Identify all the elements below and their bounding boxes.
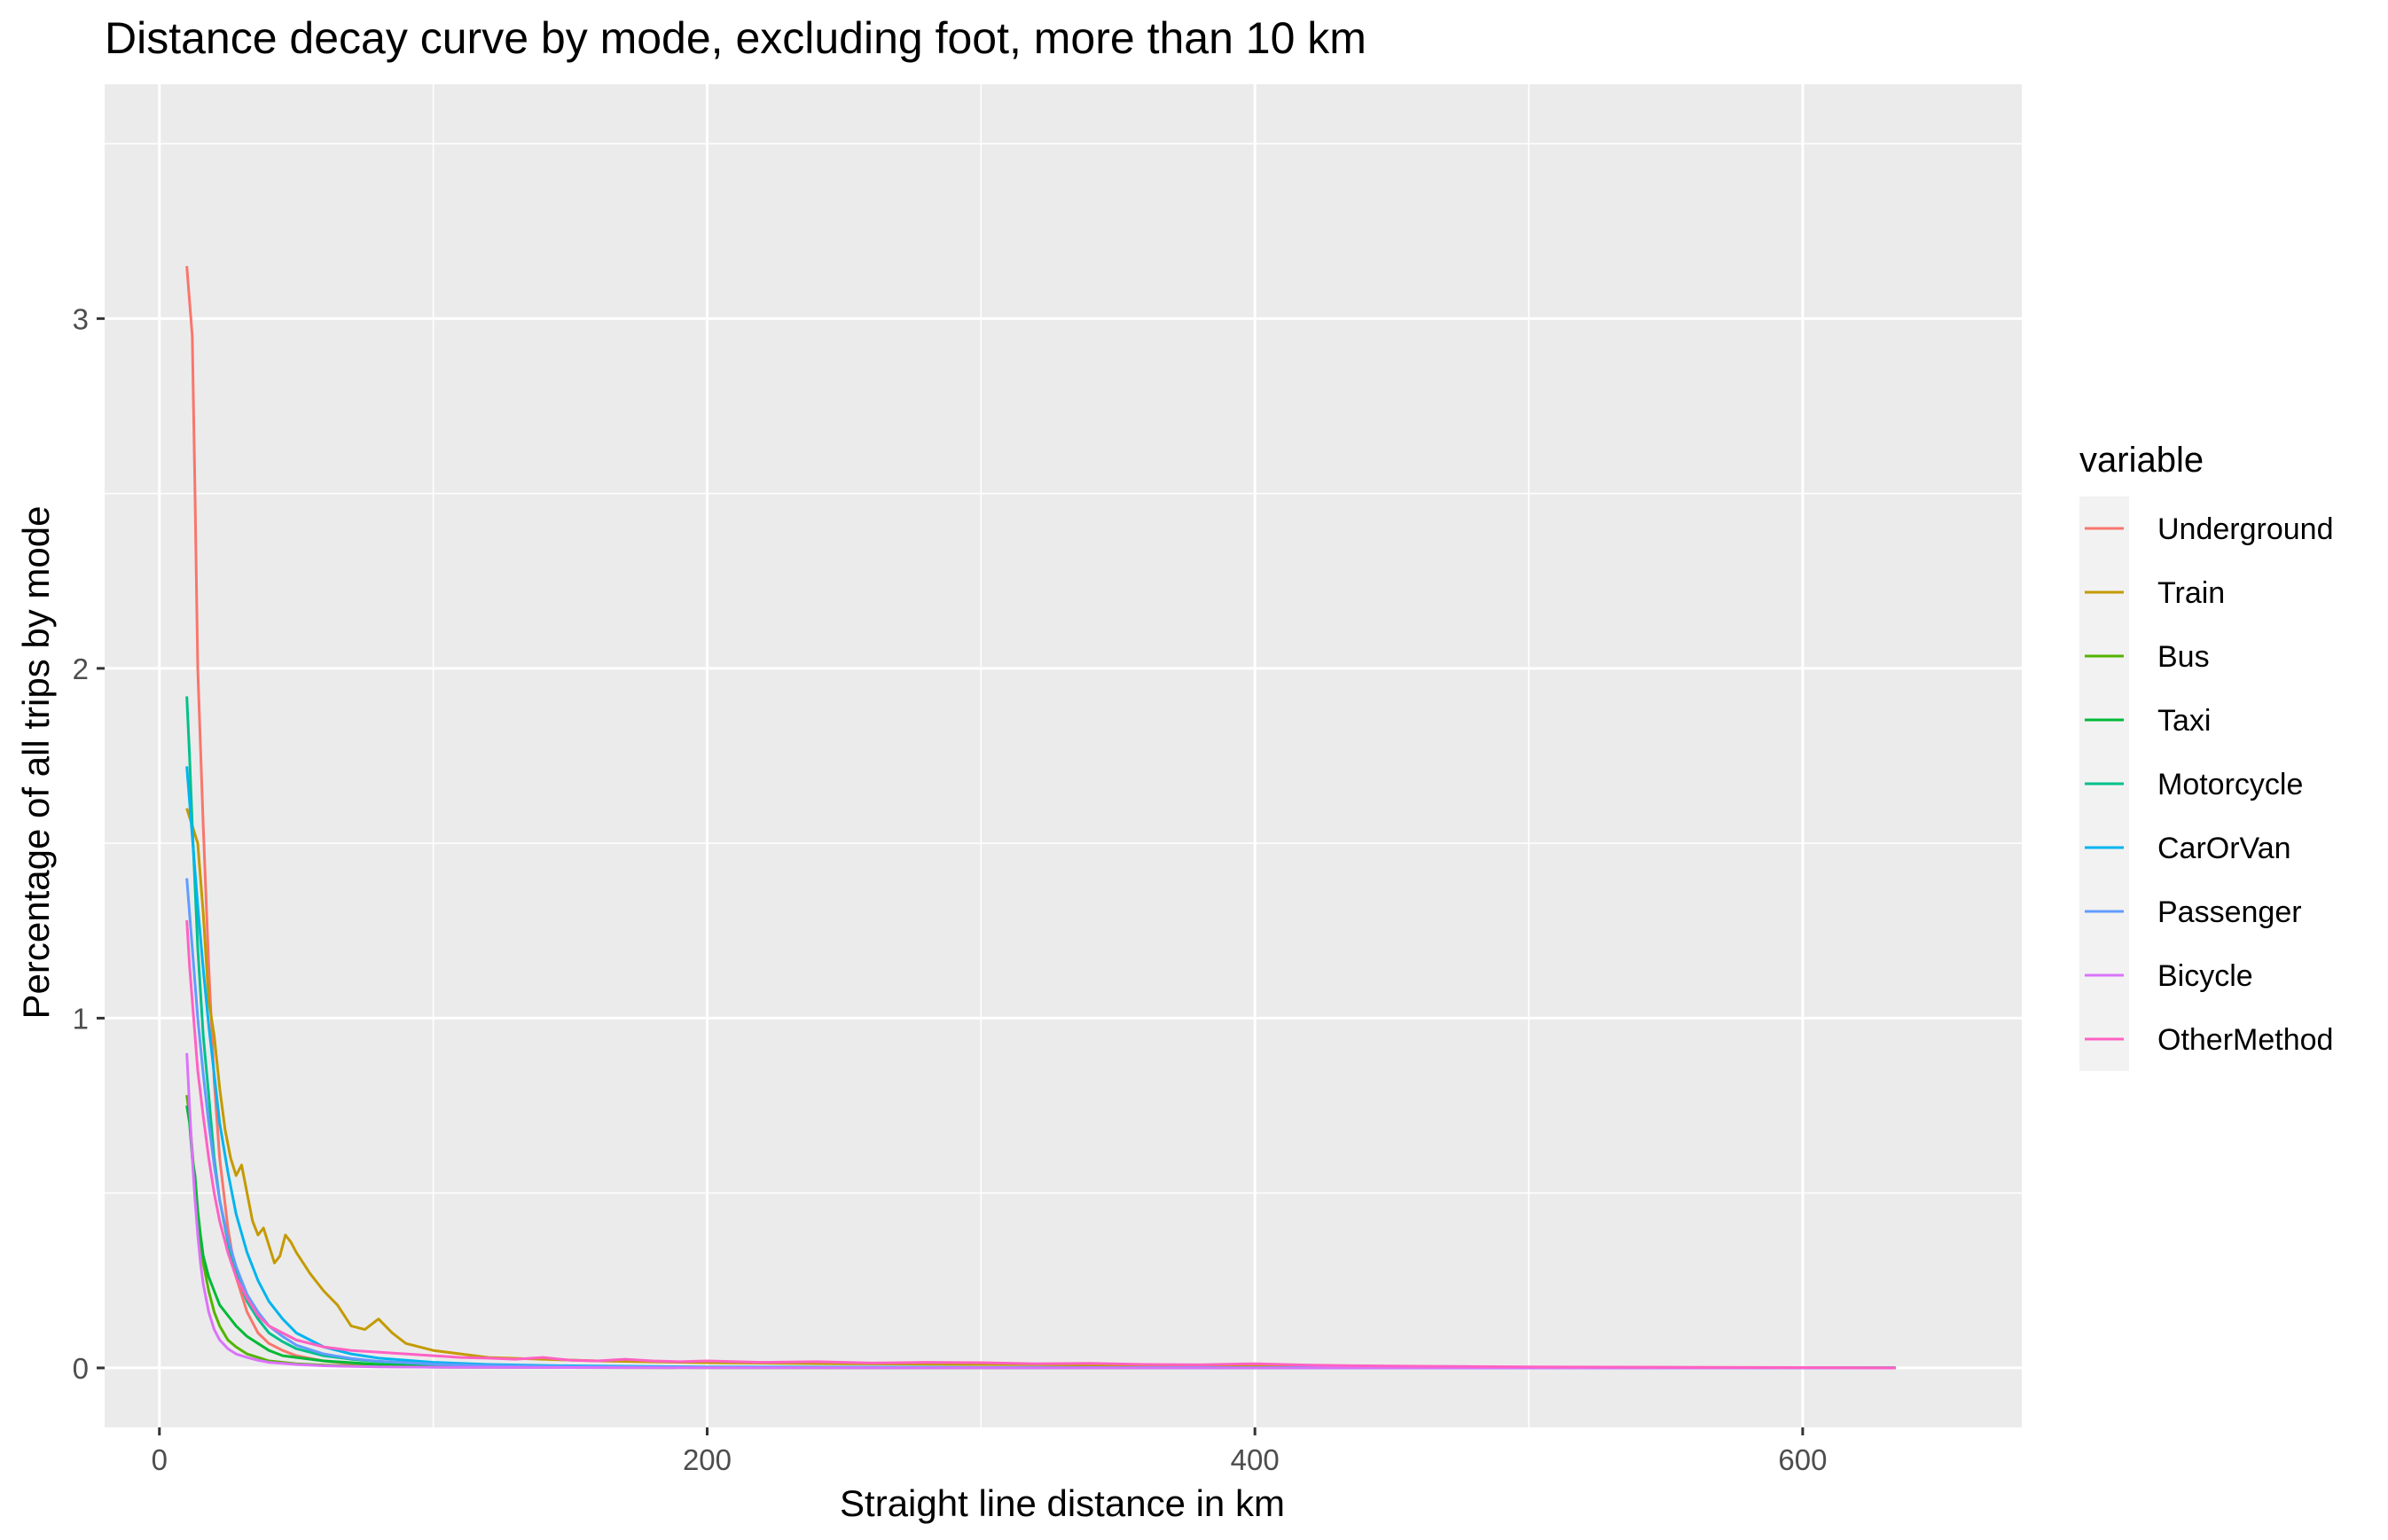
legend-label: Underground (2157, 512, 2333, 546)
x-axis: 0 200 400 600 (152, 1427, 1827, 1476)
series-lines (185, 266, 1896, 1370)
legend-item-bus: Bus (2079, 624, 2210, 688)
minor-gridlines (105, 84, 2022, 1427)
legend-item-othermethod: OtherMethod (2079, 1007, 2333, 1071)
series-line-bicycle (185, 1052, 1896, 1370)
legend-title: variable (2079, 441, 2204, 480)
chart-title: Distance decay curve by mode, excluding … (105, 13, 1366, 63)
series-line-train (185, 808, 1896, 1370)
y-axis: 0 1 2 3 (73, 302, 105, 1385)
legend-item-train: Train (2079, 560, 2225, 624)
legend-item-taxi: Taxi (2079, 688, 2211, 752)
plot-panel (105, 84, 2022, 1427)
series-line-othermethod (185, 919, 1896, 1370)
legend-item-underground: Underground (2079, 496, 2333, 560)
legend-label: Bus (2157, 640, 2210, 674)
y-axis-title: Percentage of all trips by mode (15, 506, 57, 1020)
legend-label: Passenger (2157, 895, 2302, 929)
legend: variable Underground Train Bus Taxi Motorcyc… (2079, 441, 2333, 1071)
x-axis-title: Straight line distance in km (840, 1482, 1285, 1524)
legend-item-passenger: Passenger (2079, 879, 2302, 943)
legend-label: Motorcycle (2157, 768, 2303, 801)
legend-item-motorcycle: Motorcycle (2079, 752, 2303, 816)
x-tick-label: 400 (1231, 1443, 1280, 1476)
legend-label: Bicycle (2157, 959, 2253, 993)
y-tick-label: 3 (73, 302, 89, 335)
legend-label: Taxi (2157, 704, 2211, 738)
x-tick-label: 600 (1778, 1443, 1827, 1476)
legend-label: CarOrVan (2157, 832, 2291, 865)
legend-label: OtherMethod (2157, 1023, 2333, 1057)
x-tick-label: 200 (683, 1443, 732, 1476)
legend-item-carorvan: CarOrVan (2079, 816, 2291, 879)
x-tick-label: 0 (152, 1443, 168, 1476)
legend-label: Train (2157, 576, 2225, 610)
y-tick-label: 1 (73, 1002, 89, 1035)
y-tick-label: 0 (73, 1352, 89, 1385)
legend-item-bicycle: Bicycle (2079, 943, 2253, 1007)
y-tick-label: 2 (73, 653, 89, 685)
